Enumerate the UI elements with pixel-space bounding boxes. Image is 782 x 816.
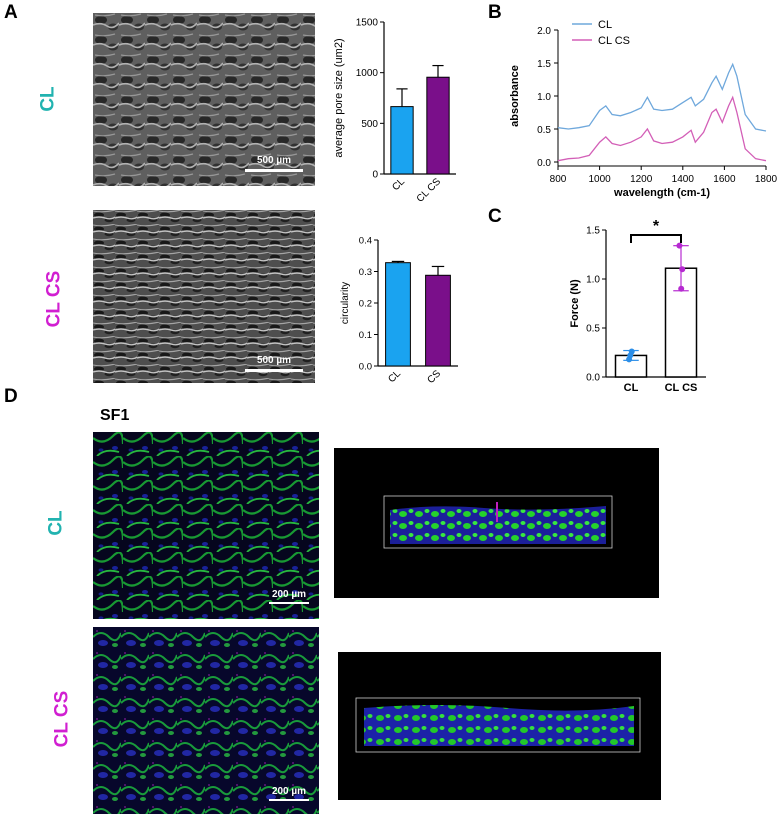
bar-cl-cs: [427, 77, 449, 174]
series-line-cl-cs: [558, 97, 766, 160]
scale-bar-label: 500 µm: [245, 355, 303, 366]
data-point: [678, 286, 684, 292]
x-tick-label: CS: [426, 368, 444, 386]
bar-cl: [386, 263, 411, 366]
chart-circularity: 0.0 0.1 0.2 0.3 0.4 CL CS circularity: [338, 226, 468, 396]
scale-bar-label: 500 µm: [245, 155, 303, 166]
y-tick-label: 0.5: [537, 125, 551, 136]
legend-label: CL: [598, 19, 612, 31]
significance-star: *: [653, 218, 660, 235]
y-tick-label: 1.0: [537, 92, 551, 103]
x-tick-label: CL CS: [665, 382, 698, 394]
scale-bar-label: 200 µm: [261, 589, 317, 600]
data-point: [629, 349, 635, 355]
bar-cl: [391, 107, 413, 174]
x-tick-label: CL: [624, 382, 639, 394]
confocal-3d-view-clcs: [338, 652, 661, 800]
sem-image-cl: 500 µm: [93, 13, 315, 186]
x-tick-label: 1200: [630, 174, 653, 185]
confocal-image-cl: 200 µm: [93, 432, 319, 619]
data-point: [626, 356, 632, 362]
x-tick-label: 1800: [755, 174, 778, 185]
chart-ftir: 0.0 0.5 1.0 1.5 2.0 800 1000 1200 1400 1600 1800 CL…: [500, 10, 780, 200]
x-tick-label: 1600: [713, 174, 736, 185]
x-tick-label: CL: [386, 368, 403, 385]
y-tick-label: 0: [372, 170, 378, 181]
x-tick-label: CL: [390, 176, 407, 193]
y-tick-label: 500: [361, 119, 378, 130]
y-tick-label: 2.0: [537, 26, 551, 37]
x-tick-label: 1000: [588, 174, 611, 185]
x-tick-label: 800: [550, 174, 567, 185]
y-tick-label: 1500: [356, 18, 379, 29]
y-tick-label: 0.0: [359, 362, 372, 373]
row-label-cl-a: CL: [38, 86, 60, 111]
y-tick-label: 1000: [356, 68, 379, 79]
y-axis-label: absorbance: [509, 65, 521, 127]
confocal-image-clcs: 200 µm: [93, 627, 319, 814]
bar-cs: [426, 275, 451, 366]
y-tick-label: 0.0: [537, 158, 551, 169]
panel-letter-a: A: [4, 2, 18, 24]
panel-letter-c: C: [488, 206, 502, 228]
scale-bar-label: 200 µm: [261, 786, 317, 797]
chart-force: 0.0 0.5 1.0 1.5 CL CL CS Force (N) *: [560, 205, 720, 395]
y-tick-label: 1.5: [537, 59, 551, 70]
y-tick-label: 0.2: [359, 299, 372, 310]
y-axis-label: Force (N): [569, 279, 581, 328]
row-label-cl-d: CL: [46, 510, 68, 535]
sem-image-clcs: 500 µm: [93, 210, 315, 383]
significance-bracket: [631, 235, 681, 243]
y-tick-label: 1.5: [586, 226, 600, 237]
y-tick-label: 0.5: [586, 324, 600, 335]
y-axis-label: average pore size (um2): [333, 38, 345, 157]
y-axis-label: circularity: [340, 282, 351, 324]
panel-letter-d: D: [4, 386, 18, 408]
chart-pore-size: 0 500 1000 1500 CL CL CS average pore size (um…: [328, 10, 468, 210]
legend-label: CL CS: [598, 35, 630, 47]
y-tick-label: 0.4: [359, 236, 372, 247]
data-point: [676, 243, 682, 249]
x-tick-label: 1400: [672, 174, 695, 185]
row-label-clcs-d: CL CS: [51, 691, 73, 748]
data-point: [679, 266, 685, 272]
confocal-3d-view-cl: [334, 448, 659, 598]
series-line-cl: [558, 64, 766, 131]
y-tick-label: 0.1: [359, 330, 372, 341]
y-tick-label: 1.0: [586, 275, 600, 286]
y-tick-label: 0.0: [586, 373, 600, 384]
x-tick-label: CL CS: [415, 176, 444, 205]
panel-d-subtitle: SF1: [100, 407, 129, 425]
y-tick-label: 0.3: [359, 267, 372, 278]
row-label-clcs-a: CL CS: [43, 271, 65, 328]
x-axis-label: wavelength (cm-1): [613, 187, 710, 199]
